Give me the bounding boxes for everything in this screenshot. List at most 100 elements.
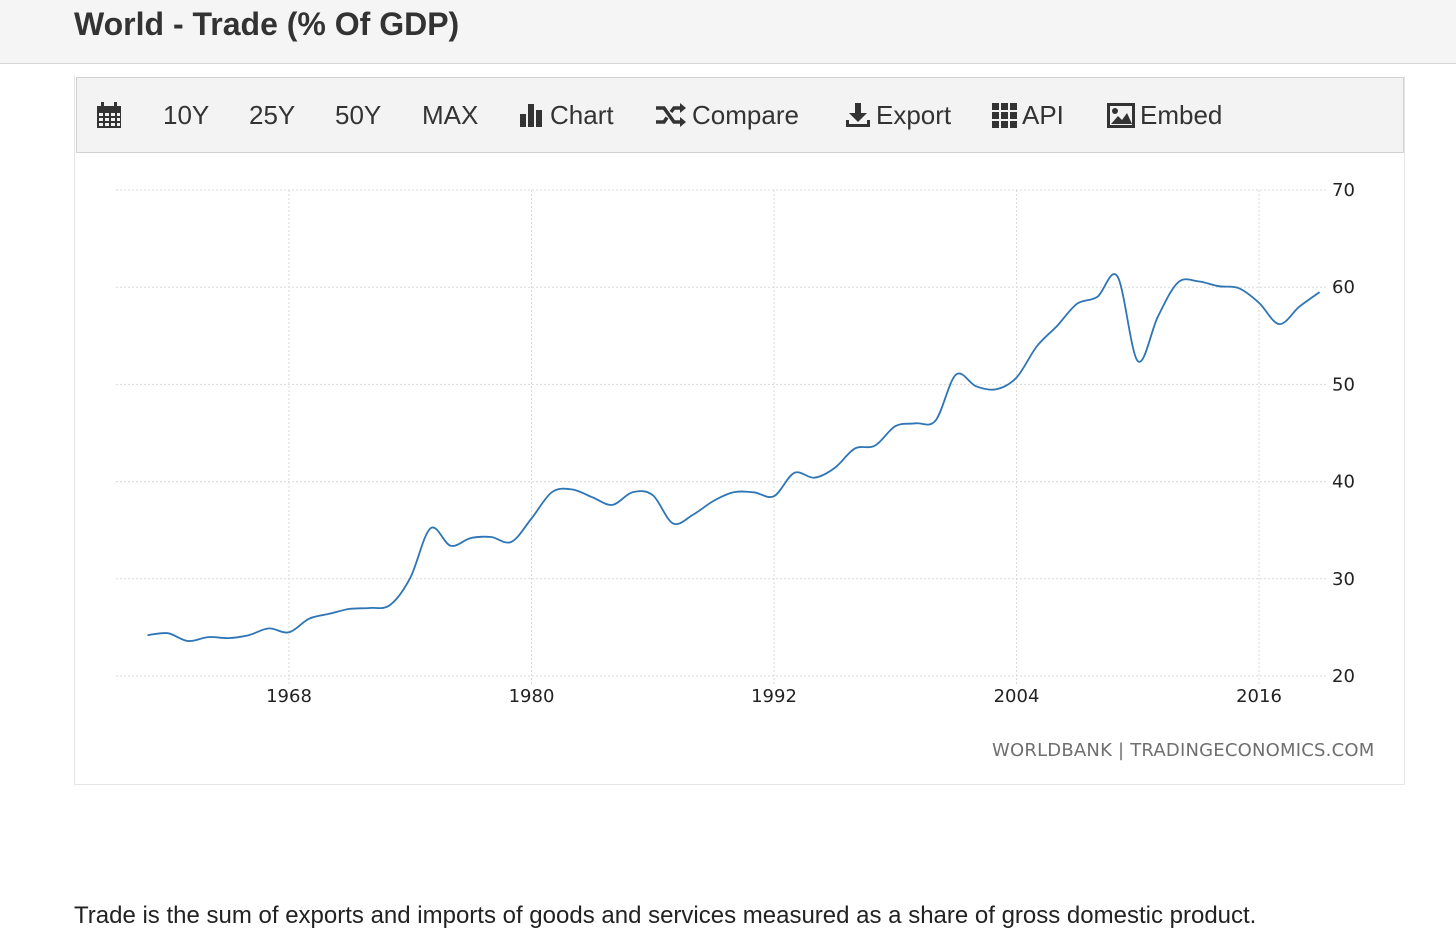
download-icon <box>846 103 870 127</box>
data-point[interactable] <box>1094 294 1100 300</box>
data-point[interactable] <box>1195 278 1201 284</box>
data-point[interactable] <box>185 638 191 644</box>
x-tick-label: 1992 <box>751 686 797 707</box>
data-point[interactable] <box>670 520 676 526</box>
data-point[interactable] <box>872 443 878 449</box>
data-point[interactable] <box>549 489 555 495</box>
data-point[interactable] <box>1074 301 1080 307</box>
data-point[interactable] <box>650 492 656 498</box>
data-point[interactable] <box>468 535 474 541</box>
embed-label: Embed <box>1140 99 1223 130</box>
data-point[interactable] <box>852 446 858 452</box>
data-point[interactable] <box>1135 358 1141 364</box>
bar-chart-icon <box>520 104 542 127</box>
x-tick-label: 1980 <box>509 686 555 707</box>
y-tick-label: 40 <box>1332 472 1355 493</box>
data-point[interactable] <box>1236 285 1242 291</box>
chart-description: Trade is the sum of exports and imports … <box>74 902 1257 929</box>
data-point[interactable] <box>529 516 535 522</box>
compare-button[interactable]: Compare <box>655 78 799 152</box>
data-point[interactable] <box>1014 375 1020 381</box>
range-25y-button[interactable]: 25Y <box>249 78 295 152</box>
data-point[interactable] <box>811 475 817 481</box>
data-point[interactable] <box>387 602 393 608</box>
data-point[interactable] <box>993 386 999 392</box>
chart-type-label: Chart <box>550 99 614 130</box>
range-max-button[interactable]: MAX <box>422 78 478 152</box>
compare-label: Compare <box>692 99 799 130</box>
y-tick-label: 50 <box>1332 374 1355 395</box>
data-point[interactable] <box>771 493 777 499</box>
data-point[interactable] <box>933 417 939 423</box>
page-header: World - Trade (% Of GDP) <box>0 0 1456 64</box>
series-line <box>147 273 1321 642</box>
chart-toolbar: 10Y 25Y 50Y MAX Chart Compare Export <box>76 77 1404 153</box>
range-max-label: MAX <box>422 99 479 130</box>
range-25y-label: 25Y <box>249 99 296 130</box>
data-point[interactable] <box>347 606 353 612</box>
data-point[interactable] <box>1034 344 1040 350</box>
chart-source: WORLDBANK | TRADINGECONOMICS.COM <box>992 740 1375 761</box>
data-point[interactable] <box>488 534 494 540</box>
api-button[interactable]: API <box>992 78 1064 152</box>
data-point[interactable] <box>1276 321 1282 327</box>
grid-icon <box>992 102 1017 128</box>
data-point[interactable] <box>832 465 838 471</box>
chart-panel <box>74 76 1405 785</box>
data-point[interactable] <box>407 575 413 581</box>
data-point[interactable] <box>892 423 898 429</box>
data-point[interactable] <box>205 634 211 640</box>
data-point[interactable] <box>1175 279 1181 285</box>
data-point[interactable] <box>326 611 332 617</box>
data-point[interactable] <box>589 494 595 500</box>
data-point[interactable] <box>508 539 514 545</box>
calendar-icon <box>97 101 121 128</box>
data-point[interactable] <box>690 512 696 518</box>
calendar-button[interactable] <box>96 78 122 152</box>
data-point[interactable] <box>306 616 312 622</box>
data-point[interactable] <box>286 629 292 635</box>
y-tick-label: 20 <box>1332 666 1355 687</box>
range-50y-button[interactable]: 50Y <box>335 78 381 152</box>
range-50y-label: 50Y <box>335 99 382 130</box>
data-point[interactable] <box>246 632 252 638</box>
x-tick-label: 2016 <box>1236 686 1282 707</box>
gridlines <box>116 189 1326 684</box>
data-point[interactable] <box>569 486 575 492</box>
range-10y-label: 10Y <box>163 99 210 130</box>
data-point[interactable] <box>630 489 636 495</box>
data-point[interactable] <box>710 498 716 504</box>
data-point[interactable] <box>973 383 979 389</box>
data-point[interactable] <box>731 489 737 495</box>
data-point[interactable] <box>609 502 615 508</box>
axis-ticks: 20 30 40 50 60 70 1968 1980 1992 2004 2016 <box>266 180 1355 707</box>
data-point[interactable] <box>1296 304 1302 310</box>
export-button[interactable]: Export <box>845 78 951 152</box>
data-point[interactable] <box>1155 313 1161 319</box>
data-point[interactable] <box>428 525 434 531</box>
range-10y-button[interactable]: 10Y <box>163 78 209 152</box>
data-point[interactable] <box>266 625 272 631</box>
data-point[interactable] <box>1054 323 1060 329</box>
data-point[interactable] <box>1115 274 1121 280</box>
data-point[interactable] <box>1216 283 1222 289</box>
data-point[interactable] <box>367 605 373 611</box>
data-point[interactable] <box>165 630 171 636</box>
data-point[interactable] <box>145 632 151 638</box>
chart-type-button[interactable]: Chart <box>519 78 614 152</box>
data-point[interactable] <box>791 470 797 476</box>
data-point[interactable] <box>225 635 231 641</box>
data-point[interactable] <box>1256 300 1262 306</box>
data-point[interactable] <box>953 372 959 378</box>
y-tick-label: 70 <box>1332 180 1355 201</box>
data-point[interactable] <box>751 489 757 495</box>
embed-button[interactable]: Embed <box>1107 78 1222 152</box>
shuffle-icon <box>656 103 686 127</box>
data-point[interactable] <box>448 543 454 549</box>
y-tick-label: 30 <box>1332 569 1355 590</box>
series-layer <box>145 273 1323 644</box>
api-label: API <box>1022 99 1064 130</box>
data-point[interactable] <box>1317 289 1323 295</box>
data-point[interactable] <box>913 420 919 426</box>
